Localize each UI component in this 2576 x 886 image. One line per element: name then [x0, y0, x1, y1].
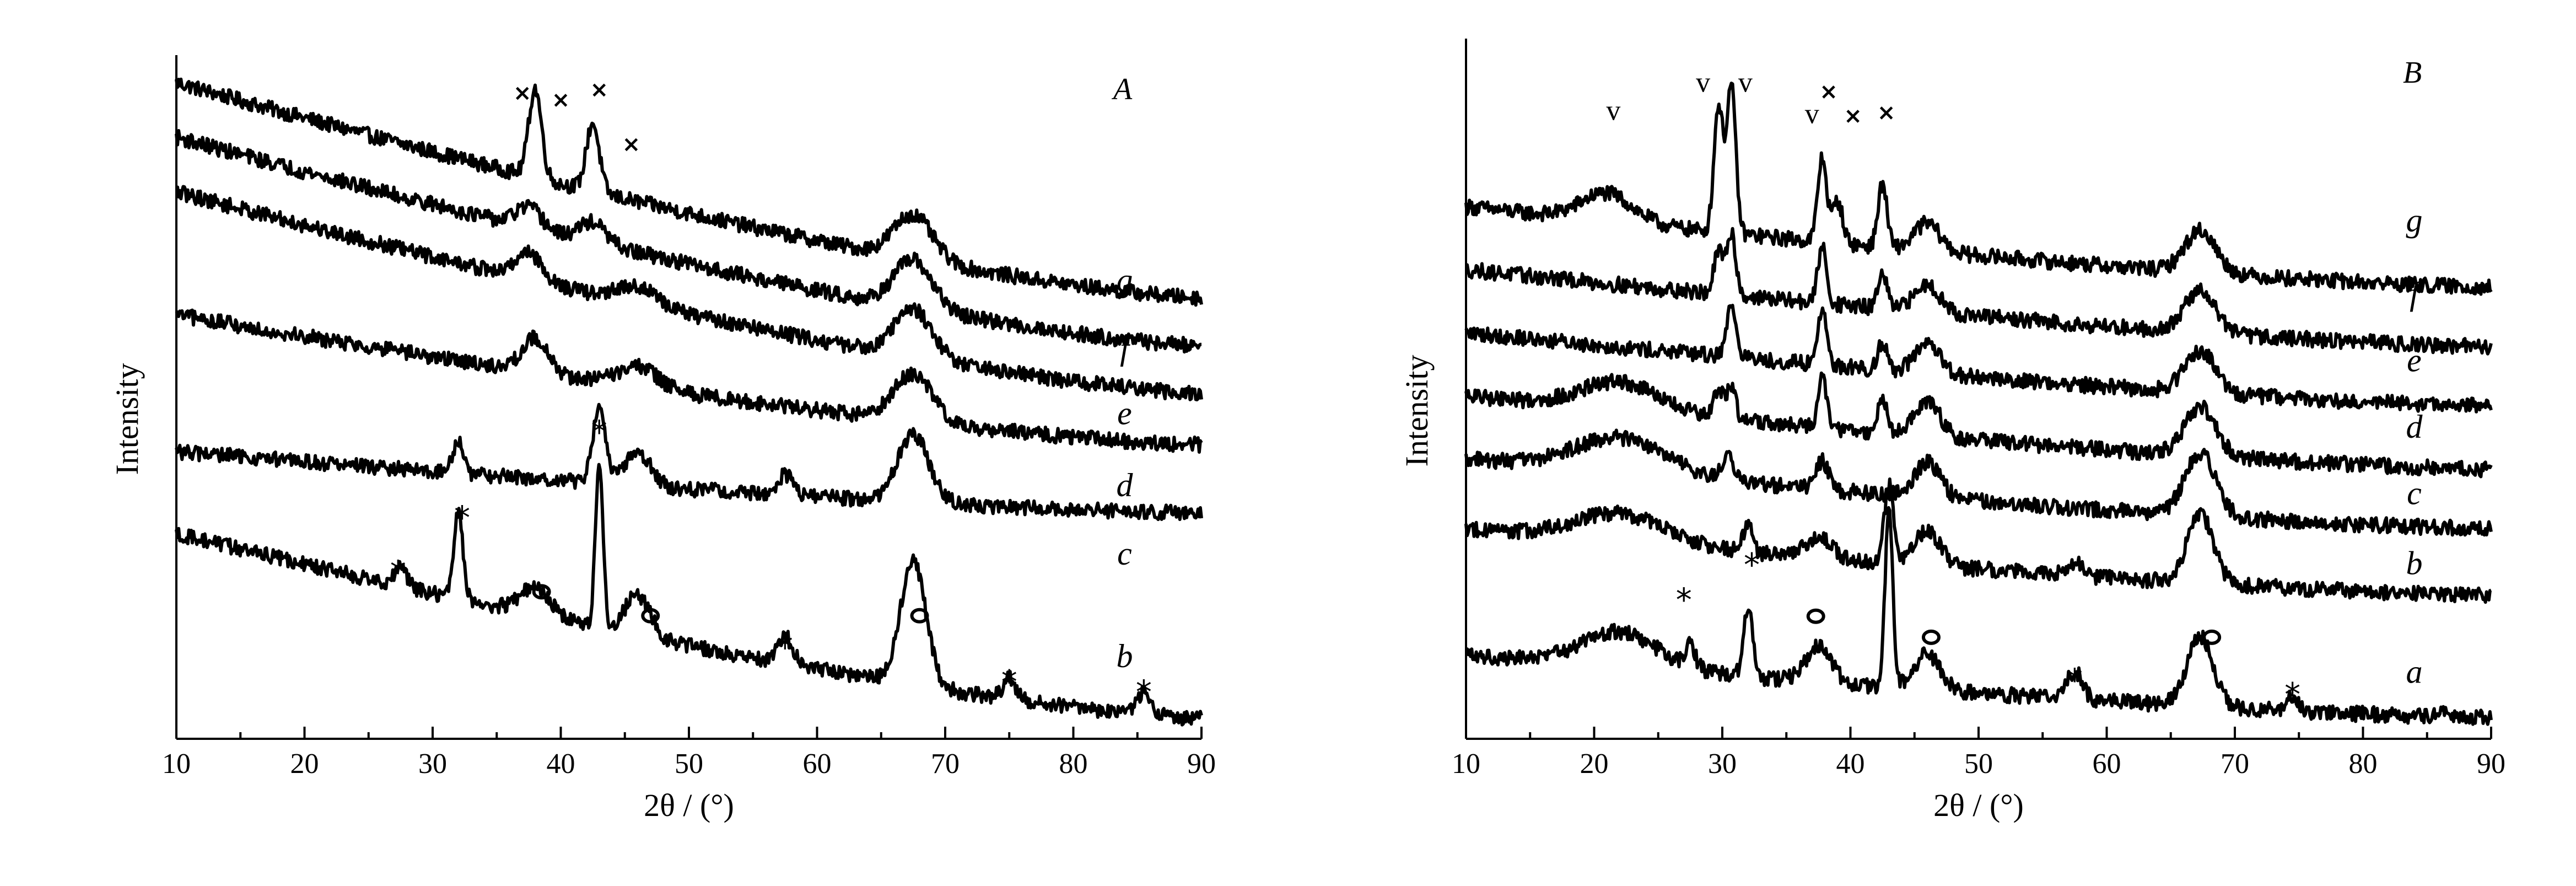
peak-marker-circle — [2202, 629, 2222, 645]
peak-marker-star: * — [454, 499, 470, 536]
peak-marker-star: * — [1883, 480, 1899, 517]
x-tick-label: 40 — [1836, 748, 1865, 780]
series-label-d: d — [1117, 467, 1134, 503]
peak-marker-circle — [1806, 608, 1825, 624]
series-line-f — [1465, 227, 2493, 356]
peak-marker-cross: × — [552, 88, 570, 113]
peak-marker-star: * — [777, 629, 793, 667]
peak-marker-cross: × — [1877, 100, 1896, 125]
series-line-g — [1464, 82, 2493, 296]
peak-marker-star: * — [1744, 546, 1760, 584]
peak-marker-circle — [1921, 629, 1941, 645]
series-label-a: a — [2406, 653, 2423, 690]
peak-marker-star: * — [1676, 581, 1692, 619]
peak-marker-star: * — [390, 554, 406, 591]
series-line-f — [175, 129, 1202, 354]
x-tick-label: 30 — [1708, 748, 1737, 780]
series-line-g — [175, 77, 1203, 307]
series-label-b: b — [2406, 545, 2423, 582]
x-tick-label: 90 — [1187, 748, 1216, 780]
x-tick-label: 20 — [1580, 748, 1609, 780]
series-line-d — [1464, 371, 2493, 479]
peak-marker-star: * — [591, 414, 607, 451]
series-label-b: b — [1117, 638, 1133, 674]
x-tick-label: 10 — [1452, 748, 1480, 780]
series-line-b — [1464, 477, 2492, 604]
peak-marker-circle — [641, 608, 660, 624]
series-line-b — [175, 463, 1203, 727]
peak-marker-star: * — [1001, 663, 1017, 701]
series-label-g: g — [2406, 202, 2423, 238]
series-label-c: c — [2407, 475, 2422, 512]
x-tick-label: 10 — [162, 748, 191, 780]
peak-marker-star: * — [1136, 673, 1152, 711]
peak-marker-text: v — [1738, 67, 1753, 99]
series-label-g: g — [1117, 262, 1133, 298]
x-tick-label: 70 — [931, 748, 960, 780]
x-tick-label: 50 — [1964, 748, 1993, 780]
peak-marker-circle — [532, 584, 551, 600]
peak-marker-text: v — [1606, 95, 1620, 126]
x-tick-label: 50 — [675, 748, 703, 780]
peak-marker-text: v — [1696, 67, 1710, 99]
y-axis-label: Intensity — [1399, 355, 1435, 467]
peak-marker-cross: × — [1819, 79, 1838, 104]
x-tick-label: 60 — [2093, 748, 2121, 780]
series-label-e: e — [1117, 395, 1132, 432]
series-line-a — [1465, 506, 2493, 726]
series-label-c: c — [1117, 535, 1132, 572]
peak-marker-cross: × — [622, 132, 641, 157]
x-tick-label: 80 — [2349, 748, 2378, 780]
x-tick-label: 60 — [803, 748, 832, 780]
x-axis-label: 2θ / (°) — [1933, 787, 2024, 823]
peak-marker-text: v — [1805, 99, 1819, 130]
peak-marker-star: * — [2067, 662, 2083, 699]
series-line-c — [175, 402, 1203, 522]
series-line-e — [1464, 303, 2493, 414]
series-line-c — [1464, 428, 2493, 537]
x-tick-label: 70 — [2221, 748, 2249, 780]
peak-marker-circle — [910, 608, 929, 624]
x-tick-label: 90 — [2477, 748, 2505, 780]
x-tick-label: 80 — [1059, 748, 1088, 780]
peak-marker-cross: × — [513, 80, 532, 106]
x-tick-label: 30 — [418, 748, 447, 780]
x-tick-label: 20 — [290, 748, 319, 780]
panel-letter: A — [1111, 72, 1133, 106]
peak-marker-star: * — [2284, 675, 2300, 713]
peak-marker-cross: × — [1844, 104, 1862, 129]
series-label-d: d — [2406, 409, 2423, 445]
x-tick-label: 40 — [547, 748, 575, 780]
series-label-e: e — [2407, 342, 2422, 378]
panel-letter: B — [2403, 56, 2422, 90]
series-line-d — [175, 308, 1203, 454]
y-axis-label: Intensity — [109, 363, 145, 475]
x-axis-label: 2θ / (°) — [644, 787, 734, 823]
series-line-e — [175, 185, 1203, 401]
peak-marker-cross: × — [590, 77, 608, 103]
